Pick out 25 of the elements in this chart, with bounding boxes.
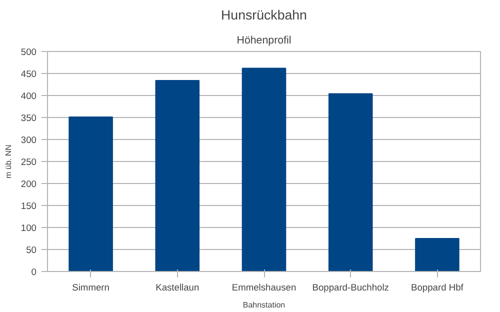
y-tick-label: 0 xyxy=(31,267,37,277)
x-tick-label: Kastellaun xyxy=(156,282,200,292)
y-tick-label: 450 xyxy=(20,69,37,79)
y-tick-label: 50 xyxy=(26,245,37,255)
chart-title: Hunsrückbahn xyxy=(221,8,307,22)
y-tick-label: 150 xyxy=(20,201,37,211)
x-tick-label: Simmern xyxy=(72,282,110,292)
y-tick-label: 400 xyxy=(20,91,37,101)
bar xyxy=(68,116,113,272)
x-tick-label: Boppard-Buchholz xyxy=(312,282,390,292)
x-tick-label: Boppard Hbf xyxy=(411,282,464,292)
bar xyxy=(155,80,200,272)
chart-subtitle: Höhenprofil xyxy=(236,34,292,46)
bar xyxy=(242,68,286,272)
x-axis-title: Bahnstation xyxy=(242,300,286,310)
y-tick-label: 100 xyxy=(20,223,37,233)
y-tick-label: 300 xyxy=(20,135,37,145)
x-tick-label: Emmelshausen xyxy=(232,282,296,292)
y-tick-label: 250 xyxy=(20,157,37,167)
bar xyxy=(415,238,460,272)
y-tick-label: 350 xyxy=(20,113,37,123)
y-tick-label: 500 xyxy=(20,47,37,57)
y-tick-label: 200 xyxy=(20,179,37,189)
y-axis-title: m üb. NN xyxy=(4,144,13,178)
bar xyxy=(328,93,373,272)
